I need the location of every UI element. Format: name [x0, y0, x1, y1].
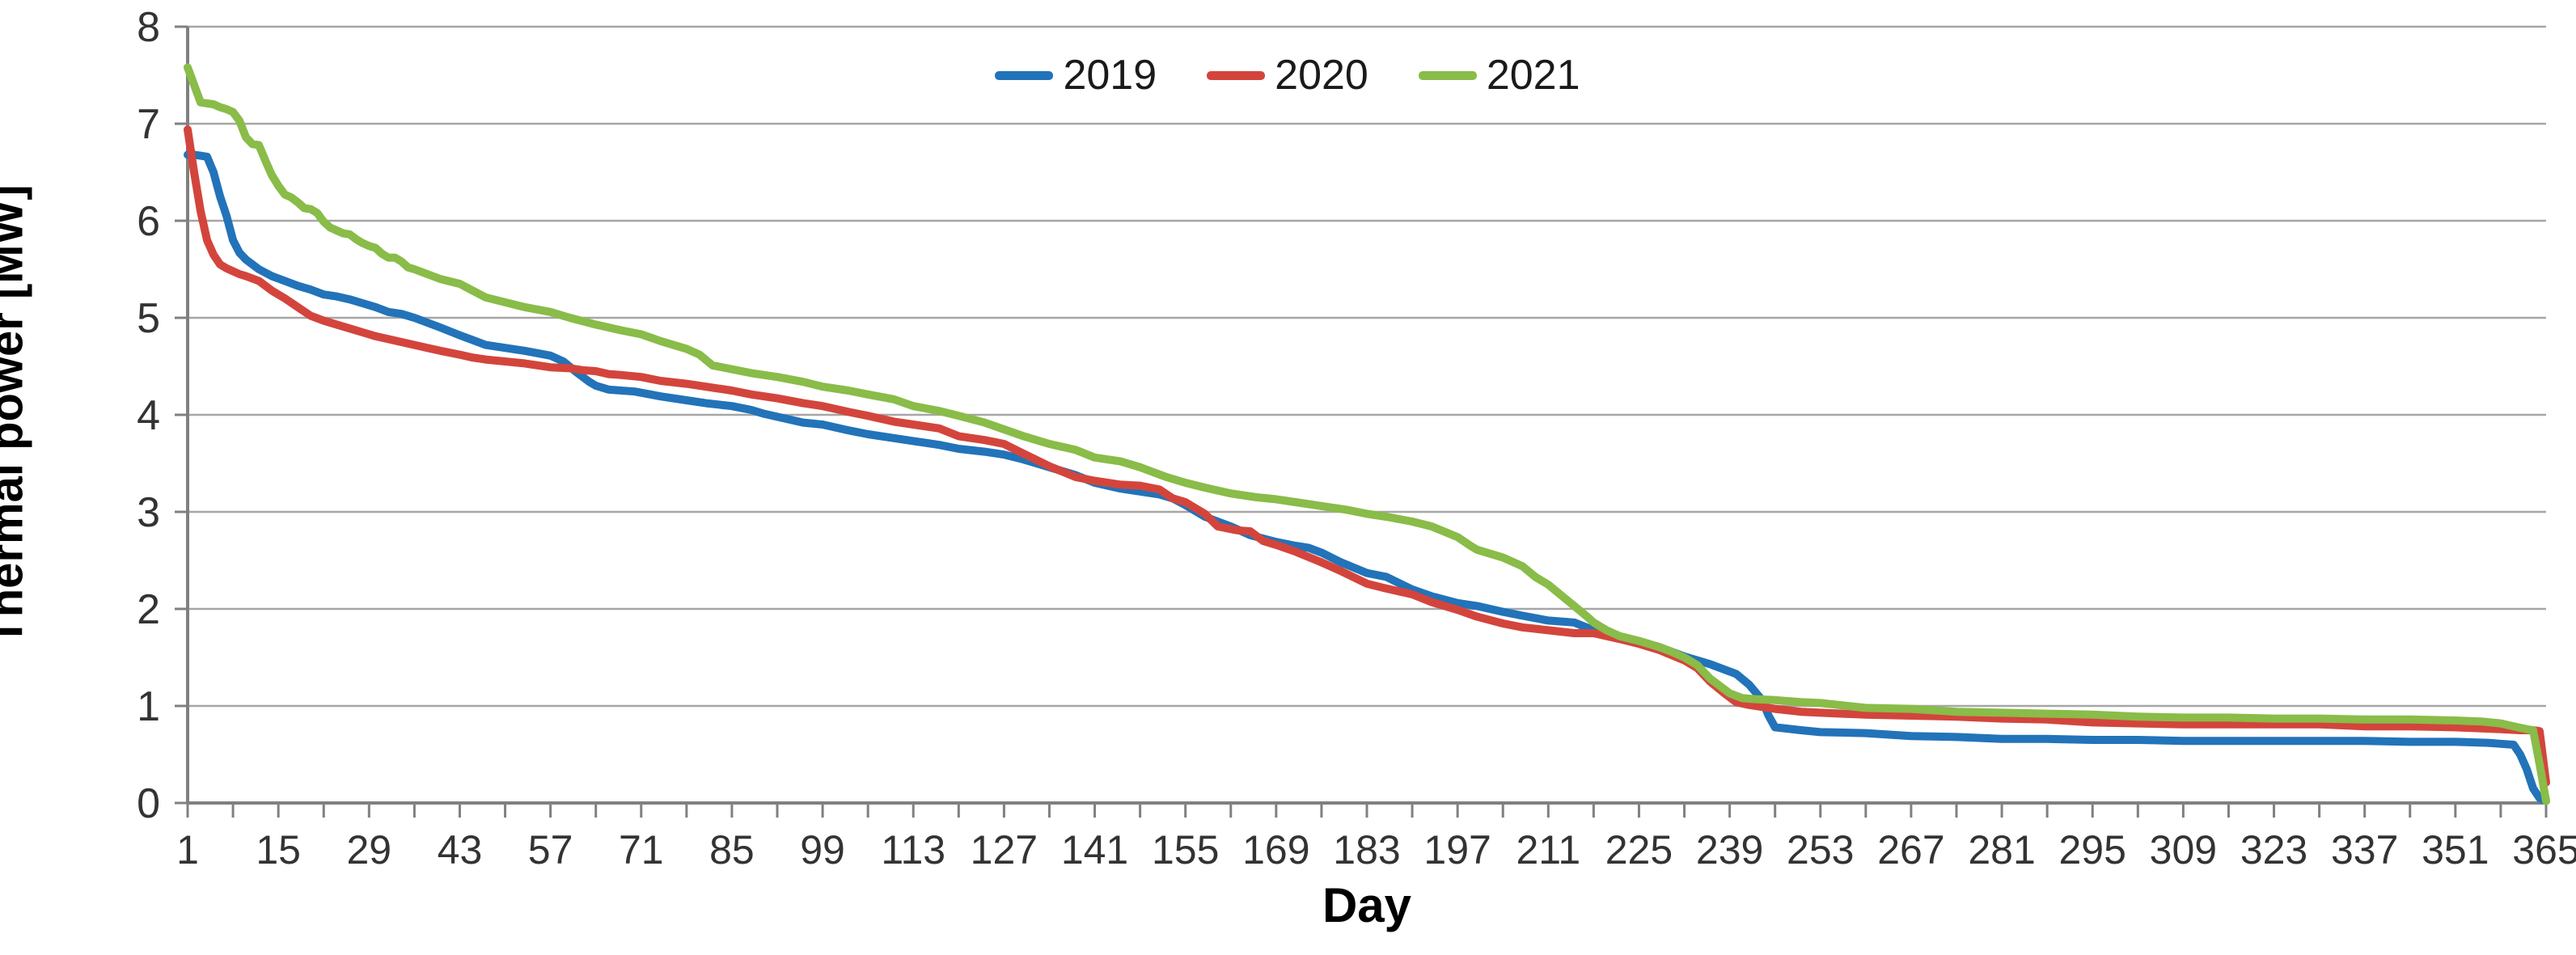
- x-tick-label-15: 15: [256, 827, 301, 873]
- legend-label-2020: 2020: [1275, 52, 1368, 99]
- y-tick-label-6: 6: [137, 198, 160, 245]
- y-tick-label-8: 8: [137, 4, 160, 51]
- x-tick-label-99: 99: [800, 827, 845, 873]
- legend-item-2020: 2020: [1207, 54, 1368, 96]
- legend-item-2021: 2021: [1418, 52, 1580, 99]
- y-tick-label-7: 7: [137, 101, 160, 148]
- legend-item-2019: 2019: [995, 54, 1157, 96]
- legend-label-2021: 2021: [1486, 52, 1580, 99]
- legend-swatch-2020: [1207, 70, 1266, 80]
- series-line-2019: [184, 150, 2550, 805]
- legend-label-2019: 2019: [1063, 52, 1157, 99]
- y-tick-label-1: 1: [137, 683, 160, 730]
- x-tick-label-351: 351: [2422, 827, 2489, 873]
- x-tick-label-197: 197: [1423, 827, 1491, 873]
- x-tick-label-43: 43: [438, 827, 483, 873]
- legend: 2019 2020 2021: [108, 47, 2467, 104]
- x-axis-title: Day: [1322, 878, 1412, 932]
- series-line-2021: [184, 63, 2550, 805]
- x-tick-label-323: 323: [2240, 827, 2307, 873]
- y-tick-label-5: 5: [137, 295, 160, 342]
- series-line-2020: [184, 125, 2550, 787]
- x-tick-label-295: 295: [2059, 827, 2126, 873]
- y-tick-label-2: 2: [137, 586, 160, 633]
- x-tick-label-225: 225: [1605, 827, 1673, 873]
- x-tick-label-57: 57: [528, 827, 573, 873]
- x-tick-label-281: 281: [1968, 827, 2035, 873]
- x-tick-label-127: 127: [971, 827, 1038, 873]
- x-tick-label-267: 267: [1877, 827, 1944, 873]
- x-tick-label-71: 71: [619, 827, 664, 873]
- x-tick-label-211: 211: [1516, 827, 1580, 873]
- legend-swatch-2021: [1418, 70, 1477, 80]
- legend-swatch-2019: [995, 70, 1054, 80]
- y-tick-label-0: 0: [137, 780, 160, 827]
- x-tick-label-141: 141: [1061, 827, 1128, 873]
- y-tick-label-4: 4: [137, 392, 160, 439]
- x-tick-label-1: 1: [176, 827, 199, 873]
- x-tick-label-183: 183: [1333, 827, 1400, 873]
- x-tick-label-337: 337: [2331, 827, 2398, 873]
- x-tick-label-113: 113: [881, 827, 945, 873]
- x-tick-label-309: 309: [2150, 827, 2217, 873]
- x-tick-label-155: 155: [1152, 827, 1219, 873]
- y-tick-label-3: 3: [137, 489, 160, 536]
- x-tick-label-29: 29: [346, 827, 391, 873]
- x-tick-label-239: 239: [1696, 827, 1763, 873]
- x-tick-label-169: 169: [1242, 827, 1309, 873]
- x-tick-label-365: 365: [2512, 827, 2576, 873]
- x-tick-label-253: 253: [1787, 827, 1854, 873]
- x-tick-label-85: 85: [709, 827, 755, 873]
